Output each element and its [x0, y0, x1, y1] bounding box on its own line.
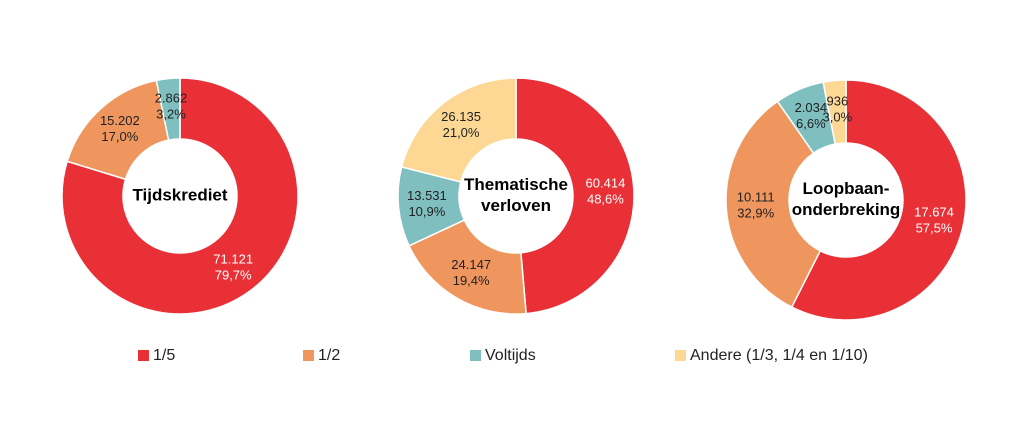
percentage-label: 10,9% — [408, 204, 445, 219]
donut-slice — [155, 77, 181, 142]
percentage-label: 3,2% — [156, 106, 186, 121]
donut-slice — [61, 77, 299, 315]
donut-slice — [515, 77, 635, 315]
legend-label: Andere (1/3, 1/4 en 1/10) — [690, 347, 868, 364]
value-label: 2.034 — [795, 100, 828, 115]
legend-label: 1/2 — [318, 347, 340, 364]
value-label: 936 — [827, 93, 849, 108]
percentage-label: 3,0% — [823, 109, 853, 124]
legend-swatch — [470, 350, 481, 361]
chart-title: Loopbaan- — [803, 179, 890, 198]
legend-label: 1/5 — [153, 347, 175, 364]
value-label: 17.674 — [914, 204, 954, 219]
percentage-label: 6,6% — [796, 116, 826, 131]
value-label: 15.202 — [100, 113, 140, 128]
chart-title: Thematische — [464, 175, 568, 194]
percentage-label: 21,0% — [443, 125, 480, 140]
chart-title: Tijdskrediet — [132, 185, 227, 204]
percentage-label: 19,4% — [453, 273, 490, 288]
percentage-label: 32,9% — [737, 206, 774, 221]
legend-label: Voltijds — [485, 347, 536, 364]
value-label: 26.135 — [441, 109, 481, 124]
donut-slice — [725, 100, 822, 309]
legend-swatch — [675, 350, 686, 361]
value-label: 71.121 — [213, 251, 253, 266]
value-label: 24.147 — [451, 257, 491, 272]
donut-slice — [790, 79, 967, 321]
percentage-label: 79,7% — [215, 267, 252, 282]
chart-title: onderbreking — [792, 200, 901, 219]
chart-title: verloven — [481, 196, 551, 215]
legend-swatch — [303, 350, 314, 361]
value-label: 10.111 — [737, 190, 775, 205]
donut-slice — [822, 79, 847, 145]
percentage-label: 17,0% — [101, 129, 138, 144]
percentage-label: 57,5% — [916, 220, 953, 235]
value-label: 60.414 — [586, 176, 626, 191]
value-label: 2.862 — [155, 90, 188, 105]
value-label: 13.531 — [407, 188, 447, 203]
donut-slice — [400, 77, 517, 183]
percentage-label: 48,6% — [587, 192, 624, 207]
legend-swatch — [138, 350, 149, 361]
